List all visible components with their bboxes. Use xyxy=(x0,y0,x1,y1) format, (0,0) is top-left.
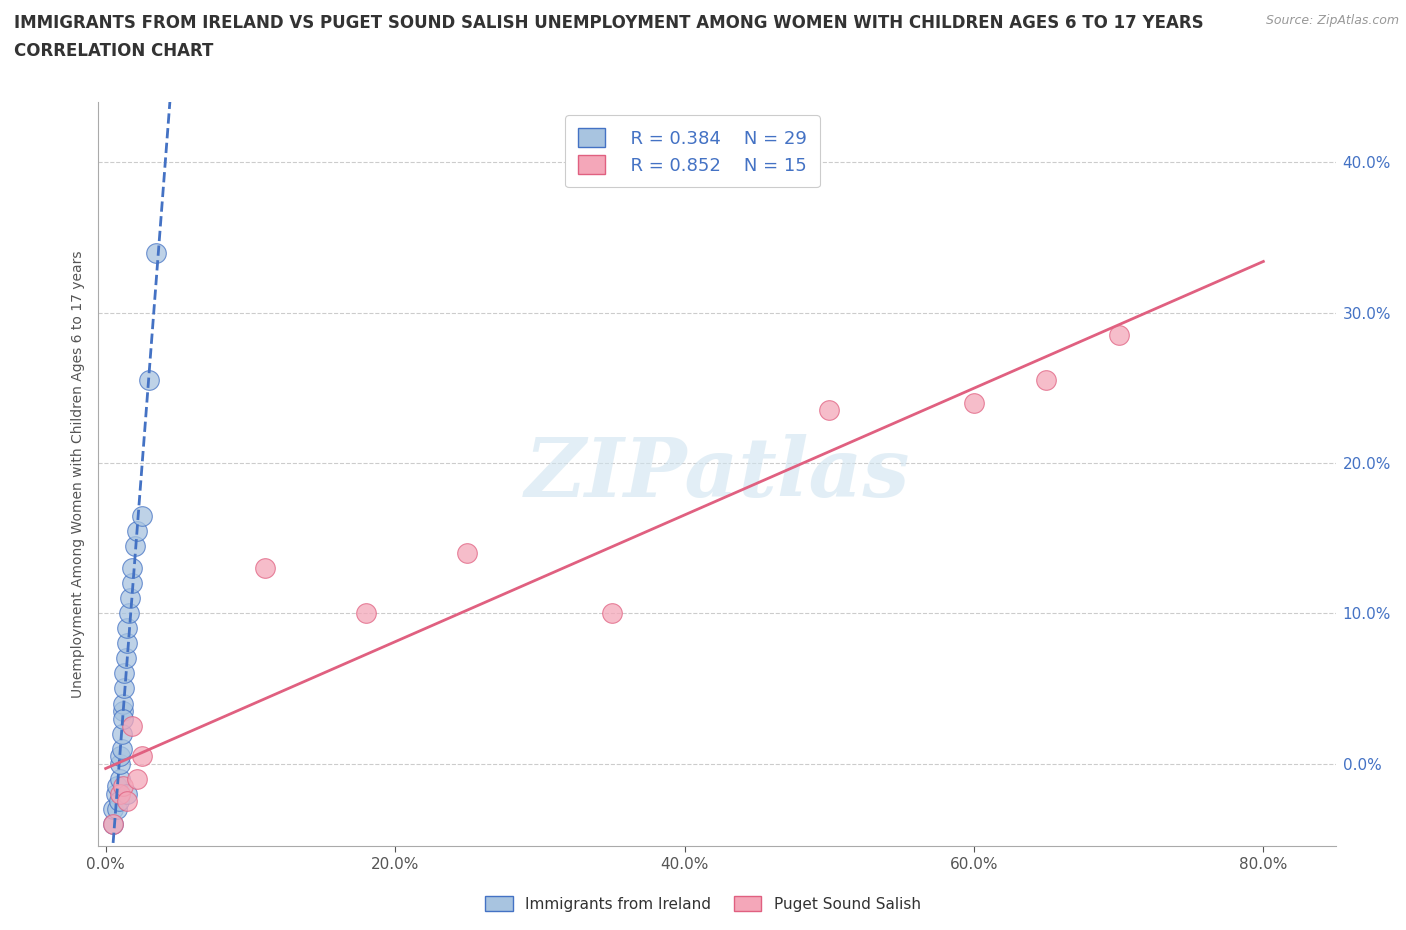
Point xyxy=(104,786,127,801)
Point xyxy=(127,771,149,786)
Point xyxy=(121,719,143,734)
Point xyxy=(354,605,377,620)
Point xyxy=(121,561,143,576)
Point xyxy=(111,704,134,719)
Text: IMMIGRANTS FROM IRELAND VS PUGET SOUND SALISH UNEMPLOYMENT AMONG WOMEN WITH CHIL: IMMIGRANTS FROM IRELAND VS PUGET SOUND S… xyxy=(14,14,1204,32)
Point xyxy=(111,711,134,726)
Point xyxy=(108,771,131,786)
Point xyxy=(114,681,136,696)
Point xyxy=(124,538,146,553)
Point xyxy=(117,636,139,651)
Point xyxy=(1035,373,1057,388)
Point xyxy=(108,786,131,801)
Point xyxy=(110,726,132,741)
Point xyxy=(456,546,478,561)
Point xyxy=(111,696,134,711)
Point xyxy=(118,605,141,620)
Text: ZIPatlas: ZIPatlas xyxy=(524,434,910,514)
Point xyxy=(107,794,129,809)
Y-axis label: Unemployment Among Women with Children Ages 6 to 17 years: Unemployment Among Women with Children A… xyxy=(70,250,84,698)
Point xyxy=(117,794,139,809)
Point xyxy=(600,605,623,620)
Point xyxy=(110,741,132,756)
Point xyxy=(145,246,167,260)
Point xyxy=(138,373,160,388)
Text: CORRELATION CHART: CORRELATION CHART xyxy=(14,42,214,60)
Point xyxy=(114,666,136,681)
Point xyxy=(121,576,143,591)
Point xyxy=(127,524,149,538)
Point xyxy=(105,778,128,793)
Point xyxy=(115,651,138,666)
Point xyxy=(101,817,124,831)
Point xyxy=(105,802,128,817)
Point xyxy=(818,403,841,418)
Point xyxy=(963,395,986,410)
Legend: Immigrants from Ireland, Puget Sound Salish: Immigrants from Ireland, Puget Sound Sal… xyxy=(479,890,927,918)
Point xyxy=(131,508,153,523)
Text: Source: ZipAtlas.com: Source: ZipAtlas.com xyxy=(1265,14,1399,27)
Point xyxy=(101,802,124,817)
Point xyxy=(101,817,124,831)
Point xyxy=(120,591,142,605)
Legend:   R = 0.384    N = 29,   R = 0.852    N = 15: R = 0.384 N = 29, R = 0.852 N = 15 xyxy=(565,115,820,187)
Point xyxy=(117,621,139,636)
Point xyxy=(108,756,131,771)
Point xyxy=(111,778,134,793)
Point xyxy=(131,749,153,764)
Point xyxy=(253,561,276,576)
Point xyxy=(1108,328,1130,343)
Point xyxy=(108,749,131,764)
Point xyxy=(117,786,139,801)
